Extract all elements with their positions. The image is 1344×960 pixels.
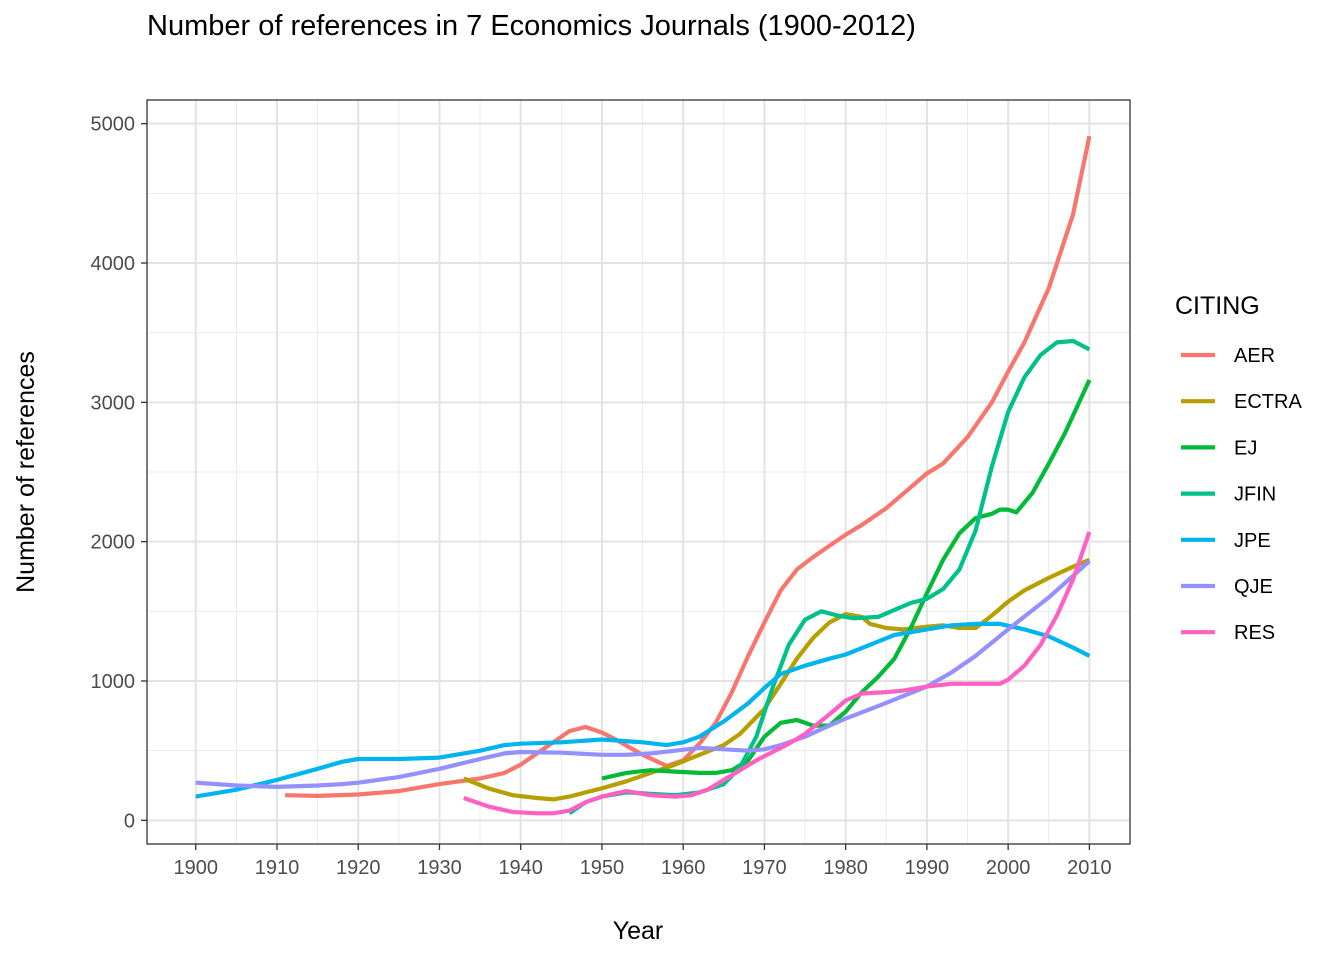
legend-label-qje: QJE xyxy=(1234,576,1273,598)
series-line-jpe xyxy=(195,621,1091,799)
x-tick-label: 1990 xyxy=(905,857,950,879)
y-tick-label: 5000 xyxy=(91,114,136,136)
series-line-ej xyxy=(601,379,1092,781)
series-lines xyxy=(195,135,1092,816)
x-tick-label: 1950 xyxy=(580,857,625,879)
major-gridlines xyxy=(147,100,1130,844)
x-tick-label: 1900 xyxy=(173,857,218,879)
legend-label-aer: AER xyxy=(1234,345,1275,367)
y-tick-label: 3000 xyxy=(91,392,136,414)
series-line-ectra xyxy=(463,557,1091,802)
y-tick-label: 4000 xyxy=(91,253,136,275)
x-tick-label: 1930 xyxy=(417,857,462,879)
x-axis-title: Year xyxy=(613,917,664,945)
legend-label-ej: EJ xyxy=(1234,437,1257,459)
legend-title: CITING xyxy=(1175,292,1260,320)
y-axis: 0 1000 2000 3000 4000 5000 xyxy=(91,114,147,832)
y-tick-label: 1000 xyxy=(91,671,136,693)
x-tick-label: 2000 xyxy=(986,857,1031,879)
chart-title: Number of references in 7 Economics Jour… xyxy=(147,10,916,42)
x-axis: 1900 1910 1920 1930 1940 1950 1960 1970 1980 1990… xyxy=(173,844,1112,879)
legend-label-jfin: JFIN xyxy=(1234,484,1276,506)
series-line-res xyxy=(463,531,1092,816)
legend: CITING AER ECTRA EJ JFIN JPE QJE RES xyxy=(1175,292,1302,644)
legend-label-ectra: ECTRA xyxy=(1234,391,1302,413)
y-tick-label: 2000 xyxy=(91,532,136,554)
x-tick-label: 1970 xyxy=(742,857,787,879)
series-line-aer xyxy=(285,135,1092,798)
panel-border xyxy=(146,99,1131,845)
x-tick-label: 1960 xyxy=(661,857,706,879)
y-tick-label: 0 xyxy=(124,810,135,832)
x-tick-label: 2010 xyxy=(1067,857,1112,879)
x-tick-label: 1940 xyxy=(498,857,543,879)
legend-label-res: RES xyxy=(1234,622,1275,644)
legend-label-jpe: JPE xyxy=(1234,530,1271,552)
y-axis-title: Number of references xyxy=(12,351,40,593)
x-tick-label: 1980 xyxy=(823,857,868,879)
x-tick-label: 1910 xyxy=(255,857,300,879)
x-tick-label: 1920 xyxy=(336,857,381,879)
